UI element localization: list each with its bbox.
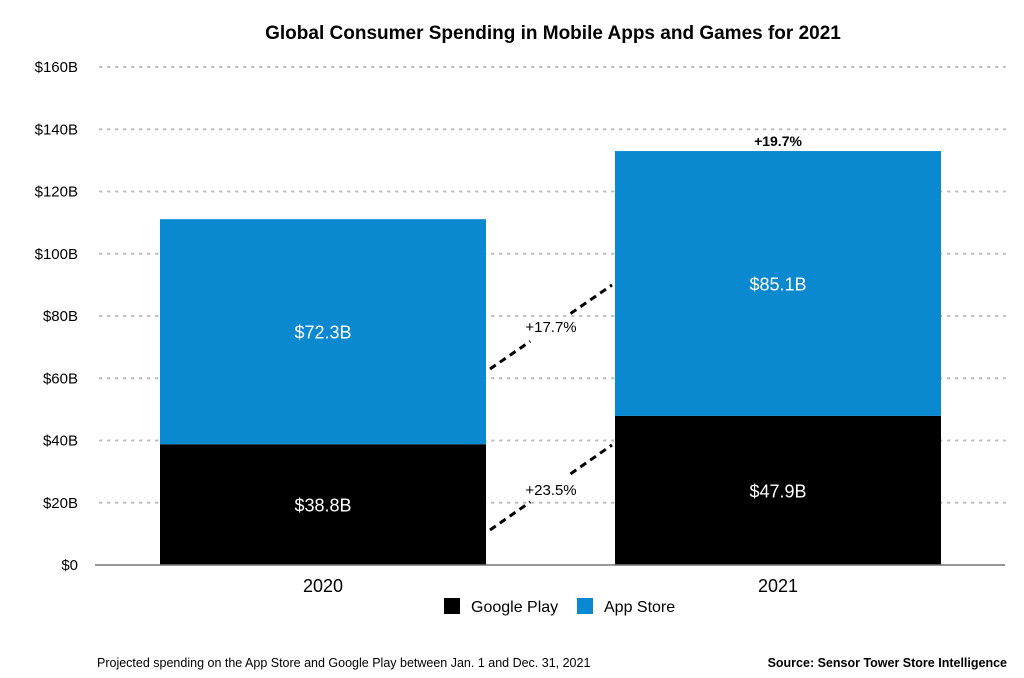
chart-title: Global Consumer Spending in Mobile Apps …	[265, 23, 841, 44]
growth-label: +17.7%	[525, 319, 576, 336]
y-tick-label: $160B	[35, 59, 78, 76]
growth-connector	[489, 340, 532, 371]
y-tick-label: $80B	[43, 308, 78, 325]
bar-app-store-2021	[615, 151, 941, 416]
footer-source: Source: Sensor Tower Store Intelligence	[768, 656, 1007, 670]
legend-label: App Store	[604, 599, 675, 616]
bar-app-store-2020	[160, 219, 486, 445]
y-tick-label: $40B	[43, 433, 78, 450]
growth-connector	[569, 283, 613, 315]
x-tick-label: 2020	[303, 576, 343, 596]
y-tick-label: $20B	[43, 495, 78, 512]
growth-connector	[489, 500, 532, 532]
bar-value-label: $38.8B	[294, 496, 351, 516]
total-growth-label: +19.7%	[754, 133, 802, 149]
bar-google-play-2021	[615, 415, 941, 565]
y-tick-label: $60B	[43, 370, 78, 387]
y-tick-label: $140B	[35, 121, 78, 138]
bar-value-label: $85.1B	[749, 274, 806, 294]
bar-value-label: $72.3B	[294, 323, 351, 343]
y-tick-label: $120B	[35, 184, 78, 201]
footer-note: Projected spending on the App Store and …	[97, 656, 590, 670]
bar-google-play-2020	[160, 444, 486, 565]
legend-label: Google Play	[471, 599, 558, 616]
legend-swatch	[444, 598, 460, 614]
x-tick-label: 2021	[758, 576, 798, 596]
legend-swatch	[577, 598, 593, 614]
y-tick-label: $0	[61, 557, 78, 574]
growth-connector	[569, 443, 613, 476]
bar-value-label: $47.9B	[749, 481, 806, 501]
y-tick-label: $100B	[35, 246, 78, 263]
growth-label: +23.5%	[525, 482, 576, 499]
